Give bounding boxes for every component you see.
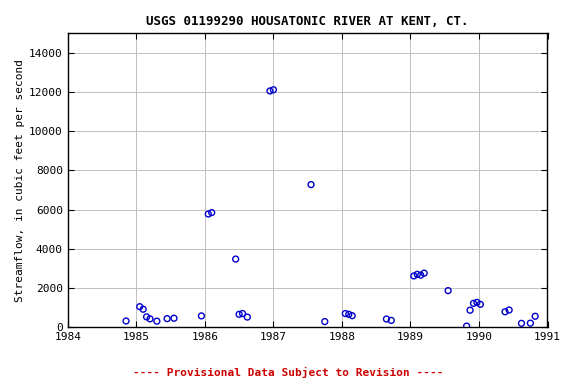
Point — [169, 315, 179, 321]
Point — [517, 320, 526, 326]
Point — [410, 273, 419, 279]
Point — [382, 316, 391, 322]
Point — [231, 256, 240, 262]
Point — [207, 210, 217, 216]
Point — [135, 304, 145, 310]
Point — [341, 311, 350, 317]
Point — [152, 318, 161, 324]
Point — [501, 309, 510, 315]
Title: USGS 01199290 HOUSATONIC RIVER AT KENT, CT.: USGS 01199290 HOUSATONIC RIVER AT KENT, … — [146, 15, 469, 28]
Point — [526, 320, 535, 326]
Point — [204, 211, 213, 217]
Point — [145, 316, 154, 322]
Point — [197, 313, 206, 319]
Point — [162, 316, 172, 322]
Point — [462, 323, 471, 329]
Point — [347, 313, 357, 319]
Text: ---- Provisional Data Subject to Revision ----: ---- Provisional Data Subject to Revisio… — [132, 367, 444, 378]
Point — [139, 306, 148, 312]
Point — [472, 299, 482, 305]
Point — [142, 314, 151, 320]
Point — [122, 318, 131, 324]
Point — [344, 311, 353, 318]
Point — [412, 271, 422, 277]
Point — [320, 318, 329, 324]
Point — [419, 270, 429, 276]
Y-axis label: Streamflow, in cubic feet per second: Streamflow, in cubic feet per second — [15, 59, 25, 302]
Point — [269, 87, 278, 93]
Point — [386, 317, 396, 323]
Point — [266, 88, 275, 94]
Point — [416, 272, 425, 278]
Point — [242, 314, 252, 320]
Point — [465, 307, 475, 313]
Point — [444, 288, 453, 294]
Point — [238, 311, 247, 317]
Point — [530, 313, 540, 319]
Point — [476, 301, 485, 308]
Point — [234, 311, 244, 318]
Point — [505, 307, 514, 313]
Point — [469, 300, 478, 306]
Point — [306, 182, 316, 188]
